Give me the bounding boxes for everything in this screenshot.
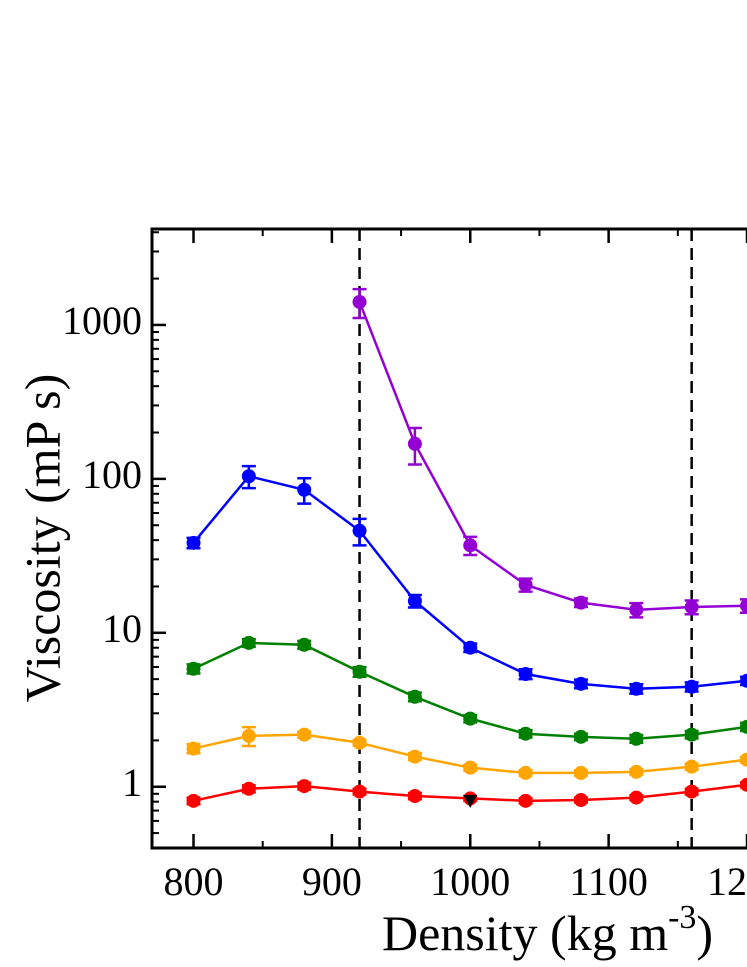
y-axis-label: Viscosity (mP s): [14, 374, 70, 703]
y-tick-label: 1000: [62, 298, 142, 343]
data-point: [241, 469, 256, 484]
x-tick-label: 1100: [569, 859, 648, 904]
data-point: [352, 523, 367, 538]
data-point: [573, 729, 588, 744]
data-point: [352, 735, 367, 750]
data-point: [186, 535, 201, 550]
data-point: [740, 752, 747, 767]
data-point: [463, 538, 478, 553]
data-point: [186, 741, 201, 756]
data-point: [407, 689, 422, 704]
y-tick-label: 10: [102, 606, 142, 651]
data-point: [573, 676, 588, 691]
data-point: [407, 789, 422, 804]
data-point: [629, 681, 644, 696]
data-point: [740, 673, 747, 688]
y-tick-label: 100: [82, 452, 142, 497]
x-tick-label: 800: [164, 859, 224, 904]
x-tick-label: 900: [302, 859, 362, 904]
axes-frame: [150, 227, 747, 850]
data-point: [297, 779, 312, 794]
x-label-sup: -3: [668, 899, 696, 936]
data-point: [740, 719, 747, 734]
data-point: [463, 760, 478, 775]
data-point: [297, 482, 312, 497]
data-point: [463, 711, 478, 726]
data-point: [186, 661, 201, 676]
data-point: [352, 664, 367, 679]
data-point: [407, 593, 422, 608]
data-point: [684, 759, 699, 774]
data-point: [407, 749, 422, 764]
data-point: [629, 602, 644, 617]
data-point: [740, 777, 747, 792]
data-point: [684, 727, 699, 742]
data-point: [463, 640, 478, 655]
data-point: [241, 635, 256, 650]
data-point: [518, 577, 533, 592]
data-point: [518, 793, 533, 808]
data-point: [740, 598, 747, 613]
series-line: [358, 301, 747, 612]
x-axis-label: Density (kg m-3): [382, 899, 713, 961]
data-point: [573, 793, 588, 808]
data-point: [186, 793, 201, 808]
data-point: [518, 667, 533, 682]
x-tick-label: 1000: [430, 859, 510, 904]
data-point: [573, 765, 588, 780]
data-point: [629, 790, 644, 805]
data-point: [684, 784, 699, 799]
data-point: [684, 679, 699, 694]
triangle-marker: [463, 794, 478, 808]
data-point: [407, 436, 422, 451]
x-tick-label: 1200: [707, 859, 747, 904]
data-point: [573, 595, 588, 610]
data-point: [241, 728, 256, 743]
data-point: [629, 764, 644, 779]
error-bar: [740, 598, 747, 614]
data-point: [629, 731, 644, 746]
data-point: [297, 637, 312, 652]
data-point: [684, 600, 699, 615]
data-point: [241, 781, 256, 796]
series-line: [192, 474, 747, 691]
x-label-end: ): [696, 905, 713, 961]
y-tick-label: 1: [122, 760, 142, 805]
data-point: [352, 294, 367, 309]
x-label-main: Density (kg m: [382, 905, 668, 961]
data-point: [297, 727, 312, 742]
data-point: [518, 765, 533, 780]
data-point: [518, 726, 533, 741]
data-point: [352, 784, 367, 799]
